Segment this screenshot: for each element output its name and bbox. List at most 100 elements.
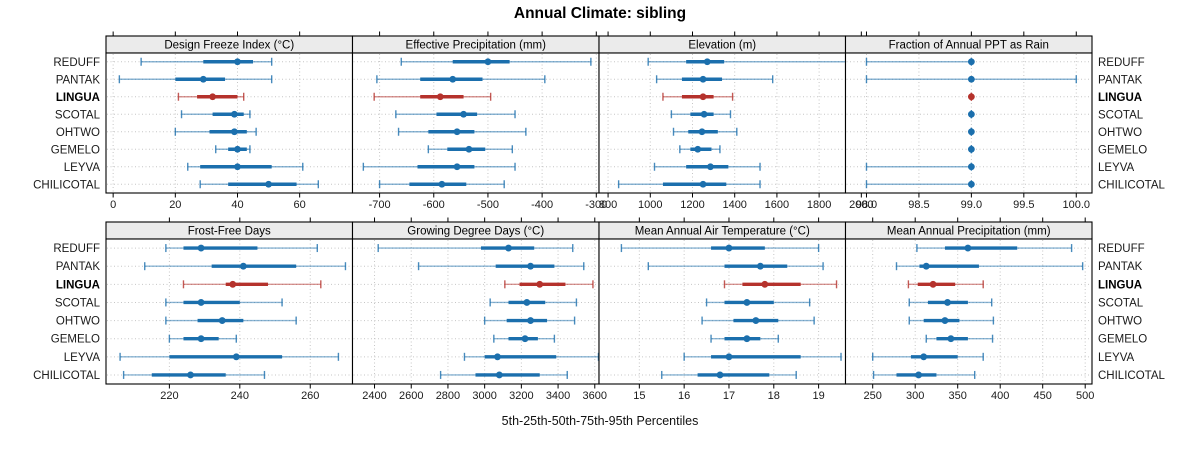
- site-label-right-lingua: LINGUA: [1098, 279, 1142, 291]
- axis-tick-label: -700: [369, 199, 391, 211]
- median-dot: [465, 145, 473, 153]
- median-dot: [453, 128, 461, 136]
- series-lingua: [373, 92, 492, 101]
- series-lingua: [662, 92, 734, 101]
- series-scotal: [165, 298, 283, 307]
- panel-8: Mean Annual Precipitation (mm) 250 300 350 4…: [844, 217, 1094, 402]
- panel-6: Growing Degree Days (°C) 2400 2600 2800 3000…: [351, 217, 607, 402]
- median-dot: [699, 93, 707, 101]
- axis-tick-label: 99.0: [961, 199, 982, 211]
- series-chilicotal: [865, 180, 975, 189]
- series-scotal: [670, 110, 732, 119]
- median-dot: [218, 317, 226, 324]
- median-dot: [265, 180, 272, 188]
- panel-box: [105, 238, 354, 385]
- median-dot: [230, 110, 238, 118]
- panel-box: [598, 52, 847, 194]
- median-dot: [197, 299, 205, 306]
- series-reduff: [377, 244, 574, 253]
- median-dot: [967, 180, 975, 188]
- panel-box: [351, 52, 600, 194]
- median-dot: [707, 163, 714, 171]
- median-dot: [229, 280, 237, 288]
- median-dot: [967, 58, 975, 66]
- site-label-right-chilicotal: CHILICOTAL: [1098, 179, 1165, 191]
- median-dot: [527, 317, 534, 324]
- panel-strip-label: Effective Precipitation (mm): [406, 40, 547, 52]
- series-leyva: [865, 162, 975, 171]
- axis-tick-label: 220: [160, 390, 178, 402]
- median-dot: [239, 262, 247, 270]
- axis-tick-label: 300: [906, 390, 924, 402]
- median-dot: [700, 110, 708, 118]
- median-dot: [453, 163, 461, 171]
- median-dot: [197, 335, 205, 343]
- series-ohtwo: [672, 127, 738, 136]
- axis-tick-label: 800: [599, 199, 617, 211]
- median-dot: [967, 128, 975, 136]
- median-dot: [941, 317, 949, 324]
- panel-1: Design Freeze Index (°C) 0 20 40 60: [105, 31, 354, 211]
- series-lingua: [967, 92, 975, 101]
- series-ohtwo: [174, 127, 257, 136]
- series-ohtwo: [483, 316, 576, 325]
- site-label-left-pantak: PANTAK: [56, 74, 101, 86]
- axis-tick-label: -600: [423, 199, 445, 211]
- median-dot: [494, 353, 501, 361]
- site-label-right-ohtwo: OHTWO: [1098, 127, 1142, 139]
- panel-strip-label: Elevation (m): [688, 40, 756, 52]
- series-gemelo: [493, 334, 556, 343]
- median-dot: [521, 335, 529, 343]
- axis-tick-label: 1400: [722, 199, 746, 211]
- axis-tick-label: 260: [301, 390, 319, 402]
- series-chilicotal: [872, 370, 976, 379]
- site-label-left-chilicotal: CHILICOTAL: [33, 179, 100, 191]
- panel-strip-label: Design Freeze Index (°C): [164, 40, 294, 52]
- median-dot: [699, 180, 707, 188]
- series-reduff: [620, 244, 820, 253]
- site-label-left-gemelo: GEMELO: [51, 144, 100, 156]
- median-dot: [922, 262, 930, 270]
- median-dot: [703, 58, 711, 66]
- axis-tick-label: 1600: [765, 199, 789, 211]
- axis-tick-label: 98.5: [908, 199, 929, 211]
- axis-tick-label: 1000: [638, 199, 662, 211]
- site-label-left-reduff: REDUFF: [53, 243, 100, 255]
- site-label-left-scotal: SCOTAL: [55, 297, 101, 309]
- site-label-left-lingua: LINGUA: [56, 279, 100, 291]
- series-ohtwo: [908, 316, 995, 325]
- median-dot: [967, 163, 975, 171]
- series-pantak: [376, 75, 546, 84]
- site-label-right-reduff: REDUFF: [1098, 243, 1145, 255]
- panel-strip-label: Mean Annual Air Temperature (°C): [635, 226, 810, 238]
- axis-tick-label: 400: [991, 390, 1009, 402]
- site-label-left-scotal: SCOTAL: [55, 109, 101, 121]
- median-dot: [436, 93, 444, 101]
- series-chilicotal: [199, 180, 320, 189]
- series-leyva: [683, 352, 842, 361]
- median-dot: [523, 299, 531, 306]
- median-dot: [527, 262, 534, 270]
- panel-strip-label: Fraction of Annual PPT as Rain: [889, 40, 1049, 52]
- series-pantak: [655, 75, 774, 84]
- site-label-right-gemelo: GEMELO: [1098, 144, 1147, 156]
- series-leyva: [187, 162, 304, 171]
- series-pantak: [895, 262, 1084, 271]
- panel-box: [844, 238, 1093, 385]
- axis-tick-label: 3200: [509, 390, 533, 402]
- axis-tick-label: -400: [531, 199, 553, 211]
- axis-tick-label: 350: [949, 390, 967, 402]
- median-dot: [920, 353, 928, 361]
- median-dot: [694, 145, 702, 153]
- axis-tick-label: 3600: [583, 390, 607, 402]
- axis-tick-label: 450: [1034, 390, 1052, 402]
- series-chilicotal: [439, 370, 568, 379]
- panel-5: Frost-Free Days 220 240 260: [105, 217, 354, 402]
- axis-tick-label: -300: [585, 199, 607, 211]
- series-scotal: [489, 298, 578, 307]
- median-dot: [967, 110, 975, 118]
- axis-tick-label: 17: [723, 390, 735, 402]
- median-dot: [716, 371, 724, 379]
- median-dot: [743, 299, 751, 306]
